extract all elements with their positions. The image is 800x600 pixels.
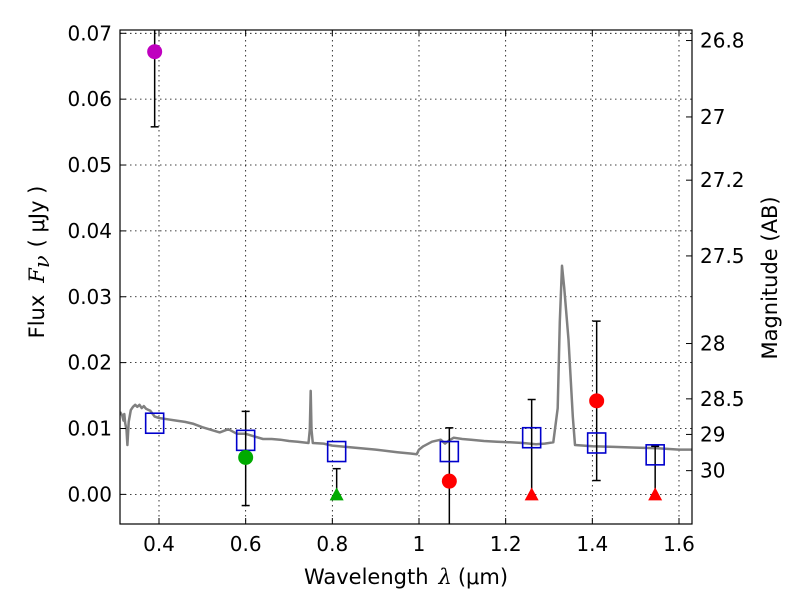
y-tick-label: 0.04: [67, 219, 112, 243]
upper-limit-marker: [524, 487, 539, 501]
x-tick-label: 0.6: [230, 532, 262, 556]
detection-point: [441, 473, 457, 489]
plot-area: [120, 30, 692, 524]
y-tick-label: 0.01: [67, 416, 112, 440]
upper-limit-marker: [329, 487, 344, 501]
upper-limit-marker: [648, 487, 663, 501]
model-photometry-box: [521, 426, 542, 449]
right-tick-label: 27.5: [700, 244, 745, 268]
y-tick-label: 0.00: [67, 482, 112, 506]
detection-point: [238, 449, 254, 465]
y-tick-label: 0.06: [67, 87, 112, 111]
right-tick-label: 28: [700, 332, 725, 356]
detection-point: [589, 393, 605, 409]
y-axis-title: FluxFν( μJy ): [25, 186, 54, 339]
plot-frame: [119, 29, 693, 525]
model-photometry-box: [586, 432, 607, 454]
x-tick-label: 0.4: [143, 532, 175, 556]
ticks: 0.4 0.6 0.8 1 1.2 1.4 1.6 0.00 0.01 0.02 0.03 0.04 0…: [67, 21, 744, 556]
right-tick-label: 30: [700, 459, 725, 483]
model-photometry-box: [645, 444, 665, 466]
x-tick-label: 1.6: [663, 532, 695, 556]
x-tick-label: 1.4: [576, 532, 608, 556]
x-tick-label: 1: [413, 532, 426, 556]
x-tick-label: 1.2: [490, 532, 522, 556]
y-tick-label: 0.07: [67, 21, 112, 45]
y-tick-label: 0.05: [67, 153, 112, 177]
y-tick-label: 0.03: [67, 285, 112, 309]
model-photometry-box: [144, 412, 165, 435]
model-photometry-box: [326, 440, 347, 463]
x-axis-title: Wavelength λ (μm): [304, 565, 508, 589]
right-tick-label: 27: [700, 105, 725, 129]
sed-line: [120, 264, 692, 456]
y-tick-label: 0.02: [67, 351, 112, 375]
right-tick-label: 26.8: [700, 29, 745, 53]
right-tick-label: 28.5: [700, 387, 745, 411]
model-photometry-box: [439, 440, 460, 463]
grid: [120, 30, 692, 524]
right-tick-label: 29: [700, 422, 725, 446]
right-tick-label: 27.2: [700, 168, 745, 192]
right-axis-title: Magnitude (AB): [758, 196, 782, 359]
x-tick-label: 0.8: [316, 532, 348, 556]
detection-point: [147, 44, 163, 60]
